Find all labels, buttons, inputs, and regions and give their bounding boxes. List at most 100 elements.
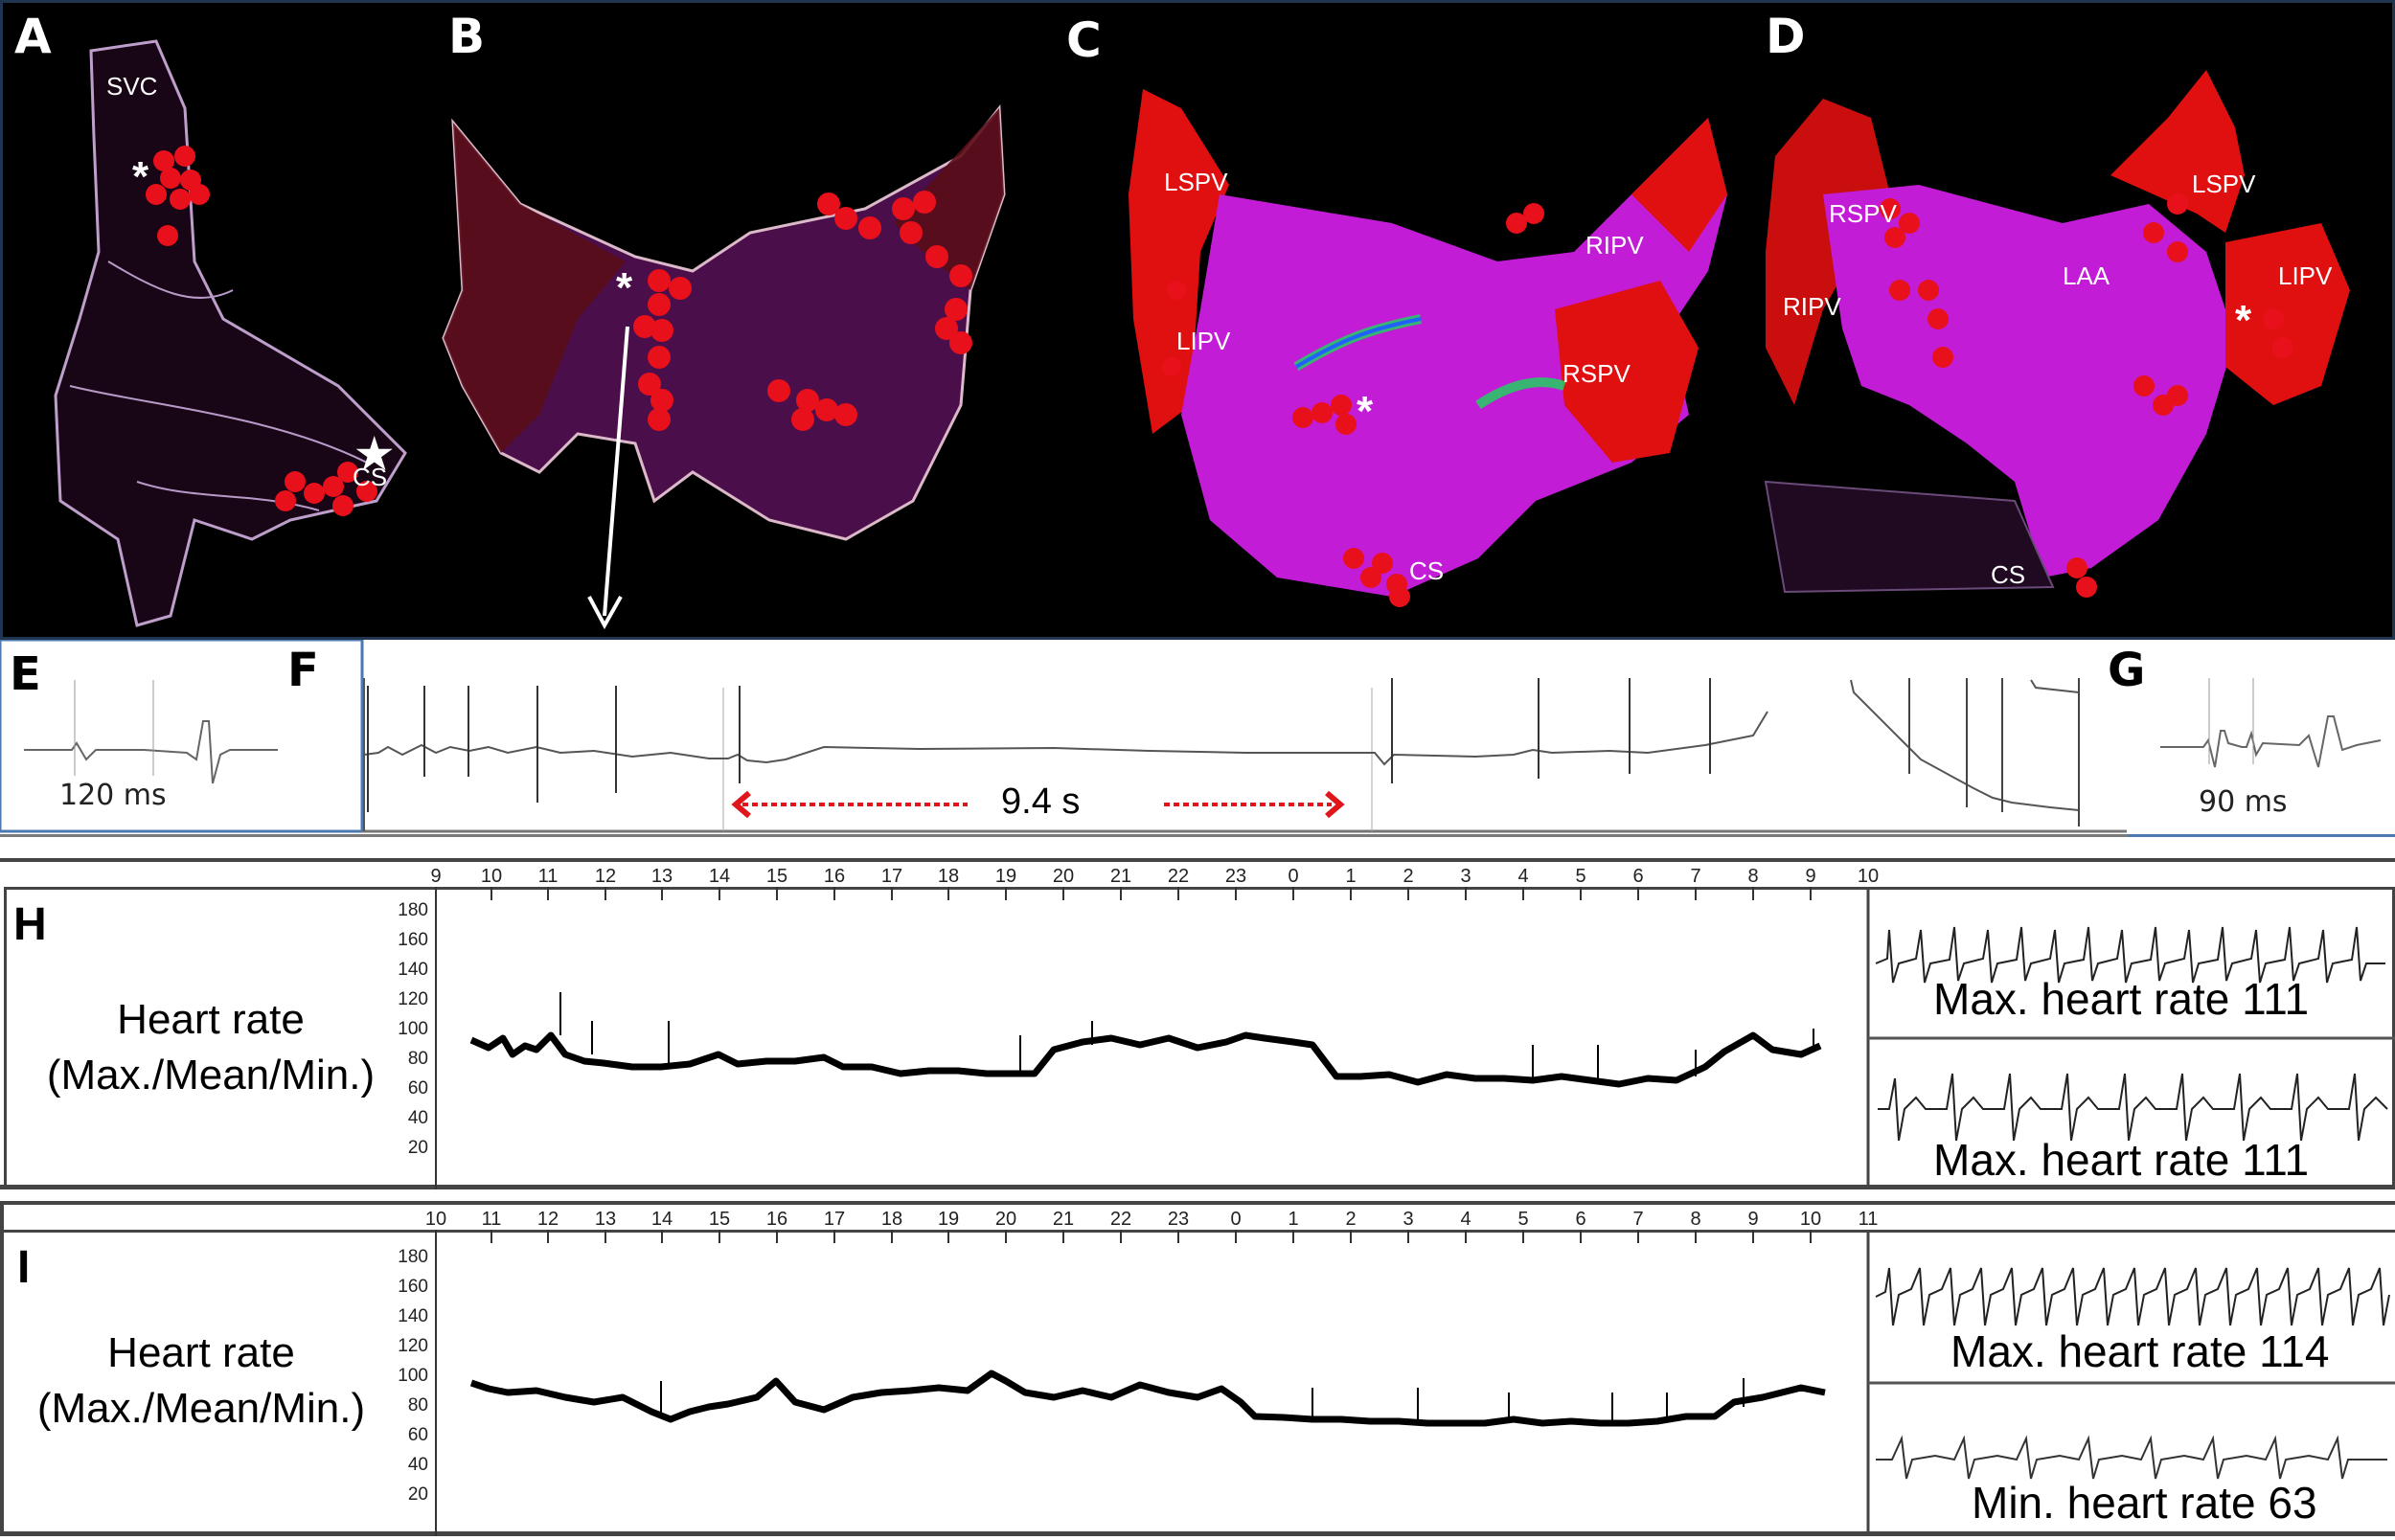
ytick: 100 (398, 1019, 428, 1039)
xtick: 21 (1052, 1209, 1075, 1230)
xtick: 10 (480, 866, 503, 887)
x-axis-ticks (435, 1230, 1812, 1243)
ytick: 140 (398, 1306, 428, 1326)
label-ripv-c: RIPV (1585, 231, 1644, 260)
xtick: 13 (650, 866, 673, 887)
panel-letter-i: I (17, 1242, 31, 1293)
panel-letter-g: G (2108, 644, 2146, 697)
ytick: 140 (398, 960, 428, 980)
rhythm-strip-i-top (1875, 1267, 2390, 1326)
xtick: 3 (1460, 866, 1471, 887)
pause-duration: 9.4 s (1001, 781, 1081, 822)
ecg-trace-f (363, 711, 1768, 766)
ytick: 40 (407, 1108, 428, 1128)
xtick: 7 (1690, 866, 1701, 887)
xtick: 8 (1690, 1209, 1701, 1230)
xtick: 20 (1052, 866, 1075, 887)
qrs-duration-g: 90 ms (2199, 785, 2288, 819)
ytick: 20 (407, 1484, 428, 1505)
rhythm-strip-h-top (1875, 926, 2385, 984)
xtick: 10 (1799, 1209, 1822, 1230)
xtick: 23 (1167, 1209, 1190, 1230)
rhythm-label-h-top: Max. heart rate 111 (1933, 974, 2310, 1024)
xtick: 12 (594, 866, 617, 887)
label-cs-c: CS (1409, 556, 1445, 585)
xtick: 17 (823, 1209, 846, 1230)
xtick: 1 (1345, 866, 1357, 887)
xtick: 11 (481, 1209, 502, 1230)
xtick: 19 (994, 866, 1017, 887)
xtick: 2 (1345, 1209, 1357, 1230)
xtick: 14 (650, 1209, 673, 1230)
xtick: 5 (1517, 1209, 1529, 1230)
xtick: 9 (1747, 1209, 1759, 1230)
pointer-arrow-head (587, 596, 623, 630)
label-cs-d: CS (1991, 560, 2026, 589)
panel-a-map (54, 39, 407, 627)
hr-trend-i (435, 1230, 2395, 1536)
hr-label-line1: Heart rate (107, 1329, 295, 1376)
xtick: 20 (994, 1209, 1017, 1230)
label-lspv-c: LSPV (1164, 168, 1228, 196)
ytick: 120 (398, 1336, 428, 1356)
electroanatomic-maps-graphic (54, 39, 2350, 630)
hr-trace-i (469, 1370, 1826, 1427)
hr-label-line2: (Max./Mean/Min.) (46, 1052, 376, 1098)
ytick: 20 (407, 1138, 428, 1158)
ytick: 60 (407, 1425, 428, 1445)
pointer-arrow-shaft (603, 326, 629, 617)
panel-letter-h: H (13, 899, 47, 950)
label-rspv-d: RSPV (1829, 199, 1897, 228)
xtick: 0 (1230, 1209, 1242, 1230)
xtick: 11 (1858, 1209, 1879, 1230)
ecg-trace-e (24, 720, 278, 784)
hr-trend-h (435, 887, 2395, 1189)
x-axis-ticks (435, 887, 1812, 900)
ecg-strip: E F G 120 ms 9.4 s 90 ms (0, 640, 2395, 837)
label-rspv-c: RSPV (1562, 359, 1631, 388)
xtick: 18 (937, 866, 960, 887)
label-cs-a: CS (353, 463, 388, 491)
hr-axis-title-h: Heart rate (Max./Mean/Min.) (0, 992, 422, 1103)
xtick: 18 (880, 1209, 903, 1230)
rhythm-label-i-top: Max. heart rate 114 (1950, 1326, 2330, 1376)
panel-letter-f: F (287, 644, 319, 697)
panel-c-map (1129, 89, 1727, 607)
ytick: 40 (407, 1455, 428, 1475)
xtick: 17 (880, 866, 903, 887)
ytick: 100 (398, 1366, 428, 1386)
xtick: 6 (1632, 866, 1644, 887)
xtick: 6 (1575, 1209, 1586, 1230)
hr-spikes-i (660, 1378, 1745, 1423)
rhythm-strip-h-bottom (1878, 1073, 2388, 1142)
hr-trace-h (469, 1031, 1822, 1088)
xtick: 4 (1517, 866, 1529, 887)
xtick: 15 (708, 1209, 731, 1230)
panel-b-map (442, 103, 1006, 630)
ecg-traces (0, 640, 2395, 837)
ecg-trace-g (2160, 715, 2382, 768)
xtick: 11 (537, 866, 559, 887)
xtick: 16 (765, 1209, 788, 1230)
xtick: 22 (1109, 1209, 1132, 1230)
xtick: 14 (708, 866, 731, 887)
ytick: 80 (407, 1395, 428, 1415)
xtick: 19 (937, 1209, 960, 1230)
hr-label-line2: (Max./Mean/Min.) (36, 1385, 366, 1432)
xtick: 8 (1747, 866, 1759, 887)
star-icon: ★ (355, 431, 394, 478)
xtick: 23 (1224, 866, 1247, 887)
xtick: 13 (594, 1209, 617, 1230)
xtick: 7 (1632, 1209, 1644, 1230)
ytick: 120 (398, 989, 428, 1009)
xtick: 2 (1403, 866, 1414, 887)
holter-panel-i: I Heart rate (Max./Mean/Min.) 180 160 14… (0, 1201, 2395, 1540)
label-lspv-d: LSPV (2192, 170, 2256, 198)
xtick: 16 (823, 866, 846, 887)
label-svc: SVC (106, 72, 158, 101)
xtick: 10 (424, 1209, 447, 1230)
label-lipv-c: LIPV (1176, 327, 1231, 355)
xtick: 3 (1403, 1209, 1414, 1230)
ytick: 160 (398, 930, 428, 950)
xtick: 4 (1460, 1209, 1471, 1230)
